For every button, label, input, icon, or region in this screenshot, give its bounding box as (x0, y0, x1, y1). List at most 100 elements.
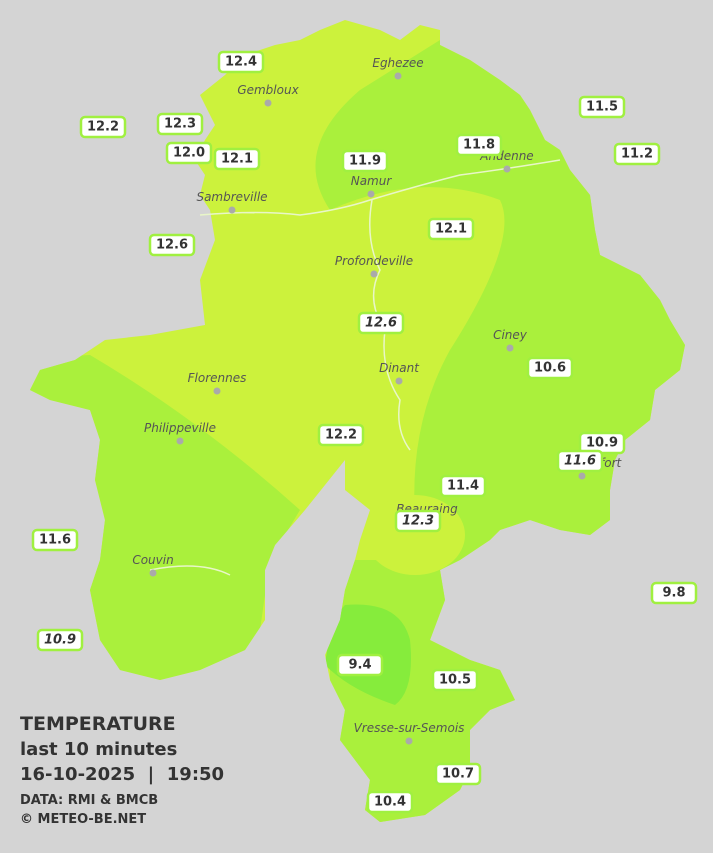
station-value: 12.6 (365, 316, 397, 331)
station-box (431, 668, 479, 692)
station-box (217, 50, 265, 74)
town-label: Profondeville (335, 254, 413, 268)
legend-subtitle: last 10 minutes (20, 739, 177, 760)
station-value: 10.9 (44, 633, 76, 648)
town-label: Dinant (379, 361, 420, 375)
station-box (613, 142, 661, 166)
station-box (213, 147, 261, 171)
town-label: Vresse-sur-Semois (354, 721, 465, 735)
station-value: 11.8 (463, 138, 495, 153)
town-label: Eghezee (372, 56, 423, 70)
station: 11.9 (341, 149, 389, 173)
station-value: 10.5 (439, 673, 471, 688)
station: 12.6 (357, 311, 405, 335)
station: 12.2 (79, 115, 127, 139)
station-box (650, 581, 698, 605)
station: 10.9 (36, 628, 84, 652)
town-dot (264, 99, 272, 107)
town-dot (503, 165, 511, 173)
station-value: 11.5 (586, 100, 618, 115)
station-value: 12.4 (225, 55, 257, 70)
station-box (578, 95, 626, 119)
station-box (31, 528, 79, 552)
station-value: 10.9 (586, 436, 618, 451)
station: 12.2 (317, 423, 365, 447)
town-dot (370, 270, 378, 278)
station: 12.1 (213, 147, 261, 171)
station-value: 11.9 (349, 154, 381, 169)
town-label: Ciney (493, 328, 528, 342)
station-value: 12.1 (435, 222, 467, 237)
station-box (394, 509, 442, 533)
station: 10.5 (431, 668, 479, 692)
legend-source: DATA: RMI & BMCB (20, 793, 158, 808)
station: 10.7 (434, 762, 482, 786)
station: 9.8 (650, 581, 698, 605)
town-dot (578, 472, 586, 480)
station-value: 10.7 (442, 767, 474, 782)
station-box (427, 217, 475, 241)
station-box (336, 653, 384, 677)
station-box (317, 423, 365, 447)
station-value: 12.2 (87, 120, 119, 135)
town-dot (213, 387, 221, 395)
town-dot (394, 72, 402, 80)
station-value: 10.6 (534, 361, 566, 376)
town-dot (149, 569, 157, 577)
town-label: Sambreville (196, 190, 267, 204)
station-box (434, 762, 482, 786)
town-dot (405, 737, 413, 745)
station-box (36, 628, 84, 652)
station-value: 10.4 (374, 795, 406, 810)
station-value: 12.6 (156, 238, 188, 253)
station: 11.4 (439, 474, 487, 498)
station-value: 11.4 (447, 479, 479, 494)
station-box (357, 311, 405, 335)
town-label: Gembloux (237, 83, 299, 97)
station-box (341, 149, 389, 173)
town-dot (367, 190, 375, 198)
town-label: Philippeville (144, 421, 216, 435)
station-value: 11.6 (564, 454, 596, 469)
station: 10.9 (578, 431, 626, 455)
town-label: Florennes (188, 371, 247, 385)
station-value: 12.1 (221, 152, 253, 167)
station-box (455, 133, 503, 157)
station-box (79, 115, 127, 139)
station: 10.4 (366, 790, 414, 814)
station-box (366, 790, 414, 814)
station: 12.3 (394, 509, 442, 533)
station: 10.6 (526, 356, 574, 380)
legend-copyright: © METEO-BE.NET (20, 812, 146, 827)
station-value: 12.0 (173, 146, 205, 161)
legend-title: TEMPERATURE (20, 713, 176, 735)
station-box (156, 112, 204, 136)
station-value: 9.8 (662, 586, 685, 601)
station-box (556, 449, 604, 473)
town-label: Namur (351, 174, 393, 188)
station: 12.3 (156, 112, 204, 136)
town-dot (228, 206, 236, 214)
town-dot (176, 437, 184, 445)
town-dot (506, 344, 514, 352)
legend-datetime: 16-10-2025 | 19:50 (20, 764, 224, 785)
station-box (526, 356, 574, 380)
station: 11.5 (578, 95, 626, 119)
station-value: 11.2 (621, 147, 653, 162)
station-box (439, 474, 487, 498)
station: 12.0 (165, 141, 213, 165)
station: 11.6 (31, 528, 79, 552)
station: 12.4 (217, 50, 265, 74)
legend: TEMPERATURE last 10 minutes 16-10-2025 |… (20, 713, 224, 827)
station: 11.6 (556, 449, 604, 473)
station: 12.6 (148, 233, 196, 257)
station: 9.4 (336, 653, 384, 677)
station-box (165, 141, 213, 165)
station-value: 12.3 (164, 117, 196, 132)
town-dot (395, 377, 403, 385)
station: 11.8 (455, 133, 503, 157)
station-box (148, 233, 196, 257)
station: 12.1 (427, 217, 475, 241)
